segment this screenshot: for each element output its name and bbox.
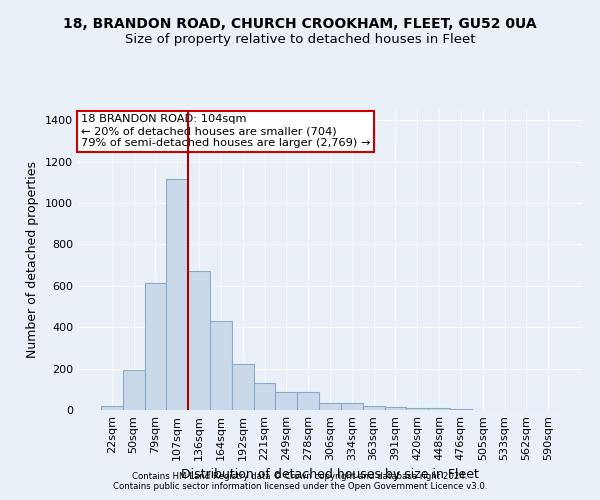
Text: Size of property relative to detached houses in Fleet: Size of property relative to detached ho… bbox=[125, 32, 475, 46]
Text: 18 BRANDON ROAD: 104sqm
← 20% of detached houses are smaller (704)
79% of semi-d: 18 BRANDON ROAD: 104sqm ← 20% of detache… bbox=[80, 114, 370, 148]
Bar bbox=[166, 180, 188, 410]
Text: Contains public sector information licensed under the Open Government Licence v3: Contains public sector information licen… bbox=[113, 482, 487, 491]
Bar bbox=[385, 407, 406, 410]
Text: 18, BRANDON ROAD, CHURCH CROOKHAM, FLEET, GU52 0UA: 18, BRANDON ROAD, CHURCH CROOKHAM, FLEET… bbox=[63, 18, 537, 32]
Bar bbox=[428, 408, 450, 410]
Bar bbox=[450, 409, 472, 410]
Bar bbox=[254, 383, 275, 410]
Bar bbox=[341, 403, 363, 410]
Bar bbox=[275, 392, 297, 410]
Bar bbox=[145, 283, 166, 410]
Bar bbox=[210, 321, 232, 410]
Bar bbox=[319, 403, 341, 410]
Bar bbox=[297, 392, 319, 410]
Bar bbox=[123, 370, 145, 410]
Bar bbox=[363, 406, 385, 410]
Y-axis label: Number of detached properties: Number of detached properties bbox=[26, 162, 40, 358]
Bar bbox=[406, 408, 428, 410]
Text: Contains HM Land Registry data © Crown copyright and database right 2024.: Contains HM Land Registry data © Crown c… bbox=[132, 472, 468, 481]
Bar bbox=[232, 364, 254, 410]
X-axis label: Distribution of detached houses by size in Fleet: Distribution of detached houses by size … bbox=[181, 468, 479, 481]
Bar bbox=[188, 272, 210, 410]
Bar bbox=[101, 406, 123, 410]
